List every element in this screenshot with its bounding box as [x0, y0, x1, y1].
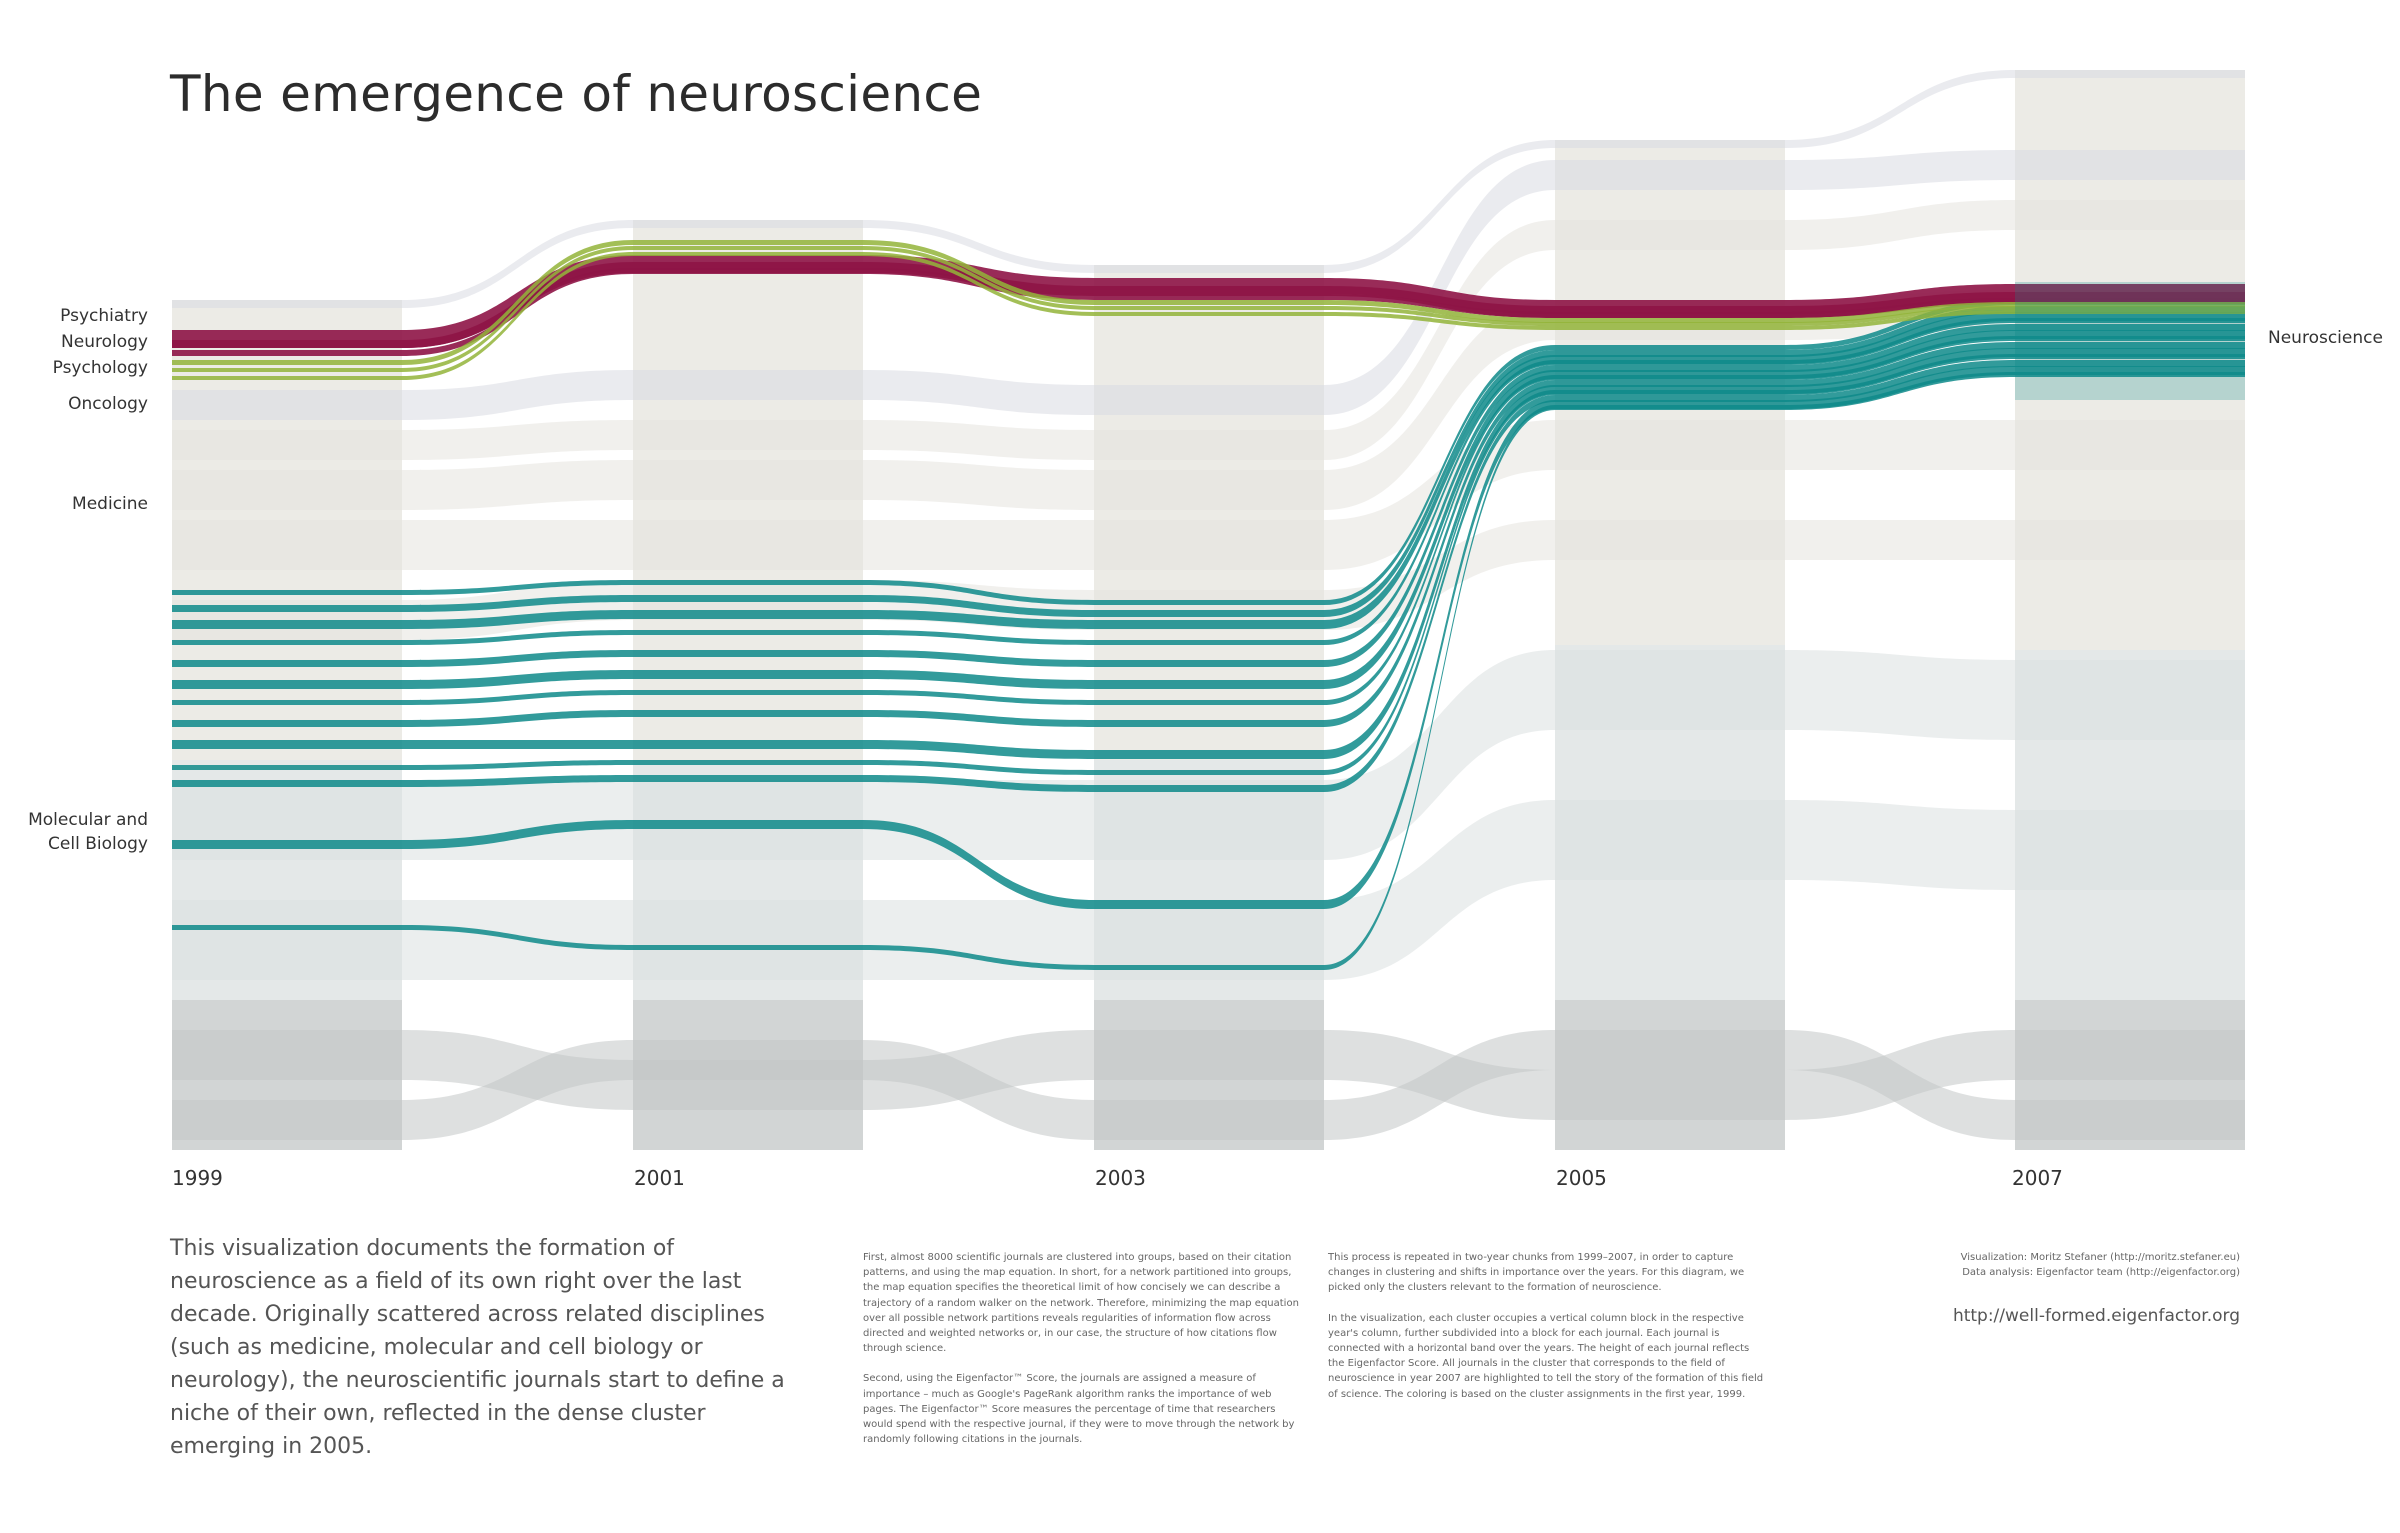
journal-band [172, 200, 2245, 460]
method-column-2: This process is repeated in two-year chu… [1328, 1250, 1768, 1417]
journal-band [172, 650, 2245, 860]
category-label-molecular-and-cell-biology: Molecular and Cell Biology [28, 810, 148, 854]
year-label-1999: 1999 [172, 1166, 223, 1190]
project-link[interactable]: http://well-formed.eigenfactor.org [1952, 1306, 2240, 1326]
year-label-2007: 2007 [2012, 1166, 2063, 1190]
category-label-medicine: Medicine [72, 494, 148, 514]
neuroscience-journal-band [172, 255, 2245, 348]
credit-data-analysis: Data analysis: Eigenfactor team (http://… [1962, 1267, 2240, 1279]
method-paragraph: This process is repeated in two-year chu… [1328, 1252, 1745, 1294]
neuroscience-journal-bands [172, 240, 2245, 970]
credits: Visualization: Moritz Stefaner (http://m… [1961, 1250, 2240, 1280]
category-label-psychiatry: Psychiatry [60, 306, 148, 326]
credit-visualization: Visualization: Moritz Stefaner (http://m… [1960, 1252, 2240, 1263]
method-paragraph: Second, using the Eigenfactor™ Score, th… [863, 1373, 1295, 1446]
category-label-neurology: Neurology [61, 332, 148, 352]
page-title: The emergence of neuroscience [170, 65, 983, 123]
neuroscience-journal-band [172, 246, 2245, 372]
journal-band [172, 1030, 2245, 1120]
neuroscience-journal-band [172, 268, 2245, 356]
journal-band [172, 800, 2245, 980]
intro-paragraph: This visualization documents the formati… [170, 1236, 785, 1459]
method-paragraph: In the visualization, each cluster occup… [1328, 1312, 1764, 1400]
year-label-2001: 2001 [634, 1166, 685, 1190]
neuroscience-cluster-block [2015, 282, 2245, 400]
year-label-2003: 2003 [1095, 1166, 1146, 1190]
journal-band [172, 420, 2245, 570]
category-label-psychology: Psychology [52, 358, 148, 378]
method-column-1: First, almost 8000 scientific journals a… [863, 1250, 1303, 1462]
cluster-label-neuroscience: Neuroscience [2268, 328, 2383, 348]
neuroscience-journal-band [172, 240, 2245, 365]
cluster-block [1094, 265, 1324, 760]
method-paragraph: First, almost 8000 scientific journals a… [863, 1252, 1299, 1355]
neuroscience-journal-band [172, 252, 2245, 380]
journal-band [172, 150, 2245, 420]
journal-band [172, 70, 2245, 308]
journal-band [172, 1030, 2245, 1140]
category-label-oncology: Oncology [68, 394, 148, 414]
year-label-2005: 2005 [1556, 1166, 1607, 1190]
